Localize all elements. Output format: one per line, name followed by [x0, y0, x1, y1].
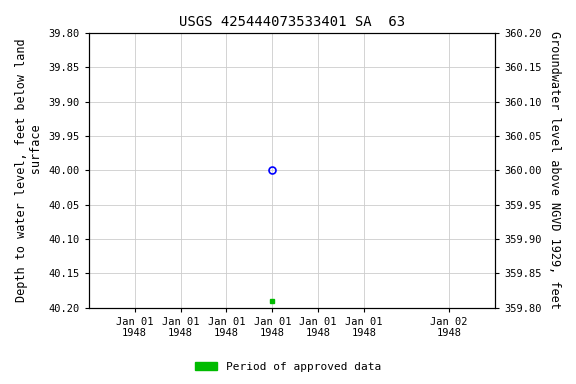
Y-axis label: Groundwater level above NGVD 1929, feet: Groundwater level above NGVD 1929, feet — [548, 31, 561, 309]
Legend: Period of approved data: Period of approved data — [191, 358, 385, 377]
Title: USGS 425444073533401 SA  63: USGS 425444073533401 SA 63 — [179, 15, 405, 29]
Y-axis label: Depth to water level, feet below land
      surface: Depth to water level, feet below land su… — [15, 38, 43, 302]
